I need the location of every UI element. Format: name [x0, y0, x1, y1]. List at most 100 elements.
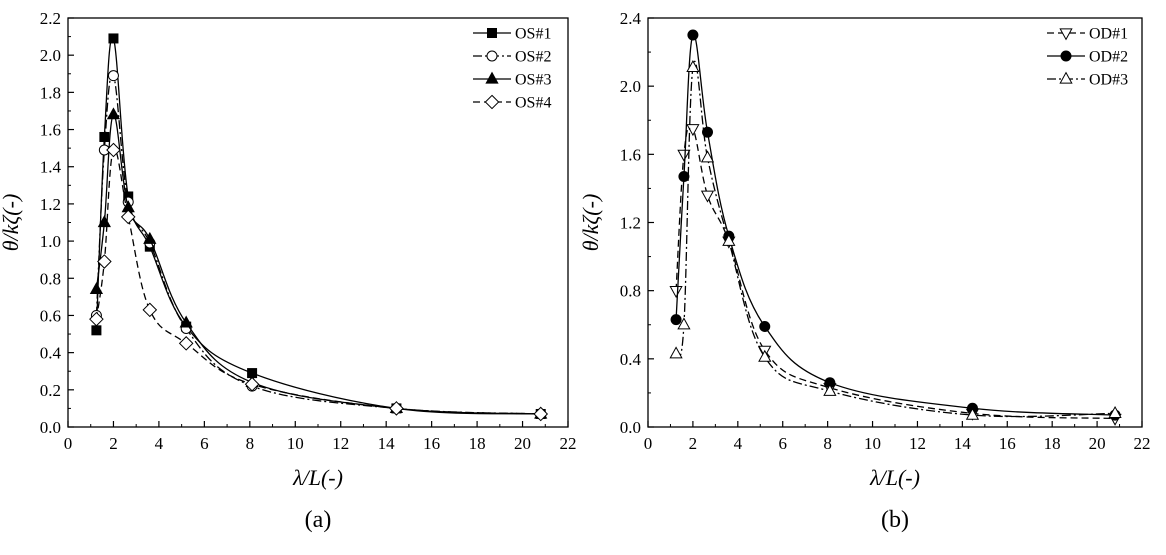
x-tick-label: 20	[514, 434, 531, 453]
data-point	[106, 142, 121, 158]
x-tick-label: 6	[200, 434, 209, 453]
x-tick-label: 18	[1044, 434, 1061, 453]
series-OS#3	[89, 107, 548, 419]
panel-label: (a)	[305, 507, 332, 533]
y-tick-label: 1.8	[40, 83, 61, 102]
data-point	[686, 60, 700, 73]
x-tick-label: 8	[246, 434, 255, 453]
x-tick-label: 10	[864, 434, 881, 453]
x-tick-label: 2	[109, 434, 118, 453]
y-tick-label: 0.8	[40, 269, 61, 288]
data-point	[702, 126, 714, 138]
x-tick-label: 4	[155, 434, 164, 453]
data-point	[1108, 406, 1122, 418]
chart-panel-b: 0 2 4 6 8 10 12 14 16 18 20 22 0.0 0.4 0.8 1.2 1.6 2.0 2.4…	[578, 9, 1151, 533]
y-tick-label: 1.6	[40, 121, 61, 140]
series-OS#2	[90, 70, 547, 420]
series-line	[675, 60, 1116, 418]
data-point	[91, 325, 102, 336]
legend-marker	[1060, 50, 1072, 62]
x-tick-label: 16	[999, 434, 1016, 453]
data-point	[677, 149, 691, 162]
legend-marker	[484, 94, 500, 110]
series-OD#2	[670, 29, 1121, 421]
x-tick-label: 22	[560, 434, 577, 453]
x-tick-label: 12	[332, 434, 349, 453]
data-point	[670, 314, 682, 326]
series-OD#3	[669, 60, 1122, 420]
y-tick-label: 0.2	[40, 381, 61, 400]
data-point	[669, 286, 683, 299]
y-tick-label: 0.6	[40, 306, 61, 325]
data-point	[669, 346, 683, 359]
series-OD#1	[669, 124, 1122, 426]
series-OS#1	[91, 33, 546, 419]
data-point	[686, 124, 700, 137]
data-point	[99, 131, 110, 142]
y-tick-label: 0.4	[620, 350, 642, 369]
legend-label: OS#2	[515, 49, 551, 66]
data-point	[106, 107, 121, 120]
data-point	[120, 209, 136, 225]
legend-marker	[1059, 28, 1073, 41]
data-point	[97, 215, 111, 228]
data-point	[687, 29, 699, 41]
data-point	[244, 376, 260, 392]
y-axis-label: θ/kζ(-)	[0, 194, 23, 252]
data-point	[759, 320, 771, 332]
data-point	[143, 231, 157, 244]
x-tick-label: 14	[954, 434, 972, 453]
data-point	[108, 33, 119, 44]
y-tick-label: 2.2	[40, 9, 61, 28]
legend-marker	[486, 50, 498, 62]
legend-label: OD#2	[1089, 49, 1128, 66]
x-tick-label: 10	[287, 434, 304, 453]
x-tick-label: 22	[1134, 434, 1151, 453]
series-line	[675, 34, 1116, 416]
series-line	[95, 73, 541, 415]
y-tick-label: 2.0	[620, 77, 641, 96]
x-tick-label: 2	[689, 434, 698, 453]
data-point	[758, 349, 772, 362]
y-tick-label: 2.0	[40, 46, 61, 65]
legend-marker	[485, 71, 499, 84]
y-tick-label: 2.4	[620, 9, 642, 28]
legend-label: OS#1	[515, 26, 551, 43]
data-point	[142, 302, 158, 318]
data-point	[89, 311, 104, 327]
legend-marker	[487, 28, 497, 38]
data-point	[823, 383, 837, 396]
series-OS#4	[89, 142, 549, 422]
chart-panel-a: 0 2 4 6 8 10 12 14 16 18 20 22 0.0 0.2 0.4 0.6 0.8 1.0 1.2…	[0, 9, 577, 533]
data-point	[179, 315, 193, 328]
y-tick-label: 0.0	[40, 418, 61, 437]
y-tick-label: 1.6	[620, 145, 641, 164]
x-tick-label: 0	[644, 434, 653, 453]
data-point	[700, 150, 715, 163]
x-tick-label: 20	[1089, 434, 1106, 453]
y-tick-label: 1.0	[40, 232, 61, 251]
x-tick-label: 4	[734, 434, 743, 453]
y-axis-label: θ/kζ(-)	[578, 194, 603, 252]
data-point	[178, 336, 194, 351]
series-line	[95, 114, 541, 415]
legend-marker	[1059, 71, 1073, 84]
legend-label: OS#4	[515, 95, 551, 112]
y-tick-label: 1.4	[40, 158, 62, 177]
series-line	[675, 124, 1116, 420]
series-line	[95, 36, 541, 415]
legend-label: OD#3	[1089, 72, 1128, 89]
x-tick-label: 12	[909, 434, 926, 453]
x-axis-label: λ/L(-)	[869, 465, 920, 490]
x-tick-label: 18	[469, 434, 486, 453]
x-tick-label: 8	[823, 434, 832, 453]
x-tick-label: 0	[64, 434, 73, 453]
legend-label: OS#3	[515, 72, 551, 89]
data-point	[700, 190, 715, 203]
data-point	[89, 282, 104, 295]
legend: OD#1 OD#2 OD#3	[1047, 26, 1128, 89]
panel-label: (b)	[881, 507, 909, 533]
x-axis-label: λ/L(-)	[292, 465, 343, 490]
y-tick-label: 0.0	[620, 418, 641, 437]
